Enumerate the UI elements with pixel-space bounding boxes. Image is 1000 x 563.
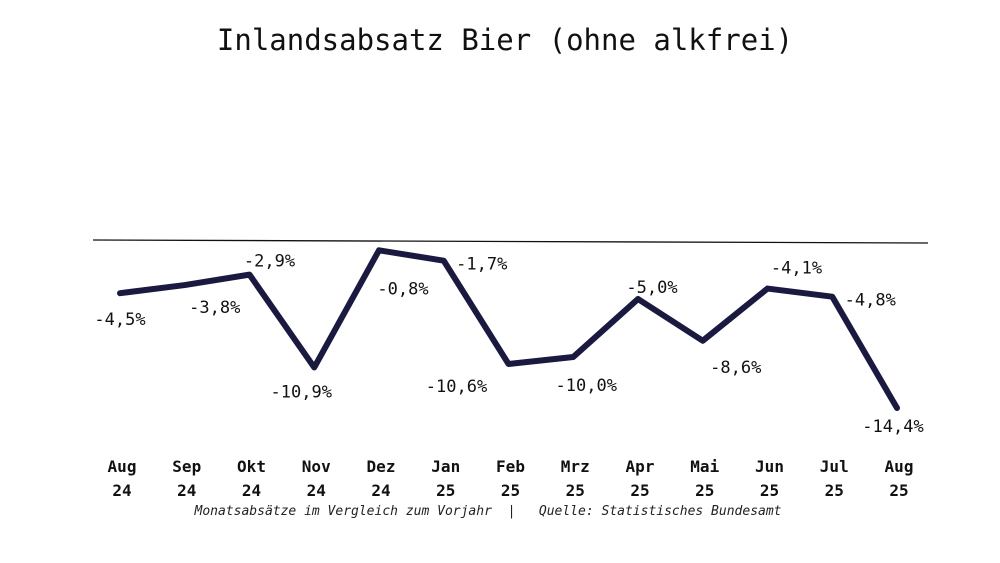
x-tick-label-year: 25 <box>760 481 779 500</box>
x-tick-label-year: 24 <box>307 481 326 500</box>
data-label: -10,9% <box>271 382 332 402</box>
data-label: -14,4% <box>862 417 923 437</box>
data-label: -10,6% <box>426 377 487 397</box>
x-tick-label-month: Jul <box>820 457 849 476</box>
data-label: -8,6% <box>710 358 761 378</box>
chart-title: Inlandsabsatz Bier (ohne alkfrei) <box>217 23 793 57</box>
x-tick-label-month: Jun <box>755 457 784 476</box>
data-label: -1,7% <box>456 255 507 275</box>
data-label: -5,0% <box>626 278 677 298</box>
data-label: -2,9% <box>244 252 295 272</box>
x-tick-label-month: Nov <box>302 457 331 476</box>
zero-baseline <box>92 239 929 244</box>
x-tick-label-month: Jan <box>431 457 460 476</box>
x-tick-label-year: 25 <box>501 481 520 500</box>
data-label: -4,5% <box>94 310 145 330</box>
x-tick-label-month: Okt <box>237 457 266 476</box>
x-tick-label-year: 25 <box>566 481 585 500</box>
x-tick-label-month: Mrz <box>561 457 590 476</box>
x-tick-label-year: 25 <box>889 481 908 500</box>
x-tick-label-month: Aug <box>108 457 137 476</box>
x-tick-label-year: 24 <box>112 481 131 500</box>
x-tick-label-year: 25 <box>825 481 844 500</box>
footnote: Monatsabsätze im Vergleich zum Vorjahr |… <box>194 504 782 519</box>
data-label: -3,8% <box>189 298 240 318</box>
data-label: -4,1% <box>771 259 822 279</box>
data-label: -0,8% <box>377 279 428 299</box>
x-tick-label-month: Mai <box>690 457 719 476</box>
x-tick-label-year: 24 <box>371 481 390 500</box>
x-tick-label-month: Sep <box>172 457 201 476</box>
x-tick-label-month: Apr <box>626 457 655 476</box>
x-tick-label-year: 24 <box>177 481 196 500</box>
data-label: -4,8% <box>845 291 896 311</box>
x-tick-label-year: 25 <box>630 481 649 500</box>
x-tick-label-month: Dez <box>367 457 396 476</box>
x-tick-label-year: 25 <box>695 481 714 500</box>
x-tick-label-month: Feb <box>496 457 525 476</box>
x-tick-label-year: 25 <box>436 481 455 500</box>
data-label: -10,0% <box>556 376 617 396</box>
x-tick-label-year: 24 <box>242 481 261 500</box>
x-tick-label-month: Aug <box>885 457 914 476</box>
